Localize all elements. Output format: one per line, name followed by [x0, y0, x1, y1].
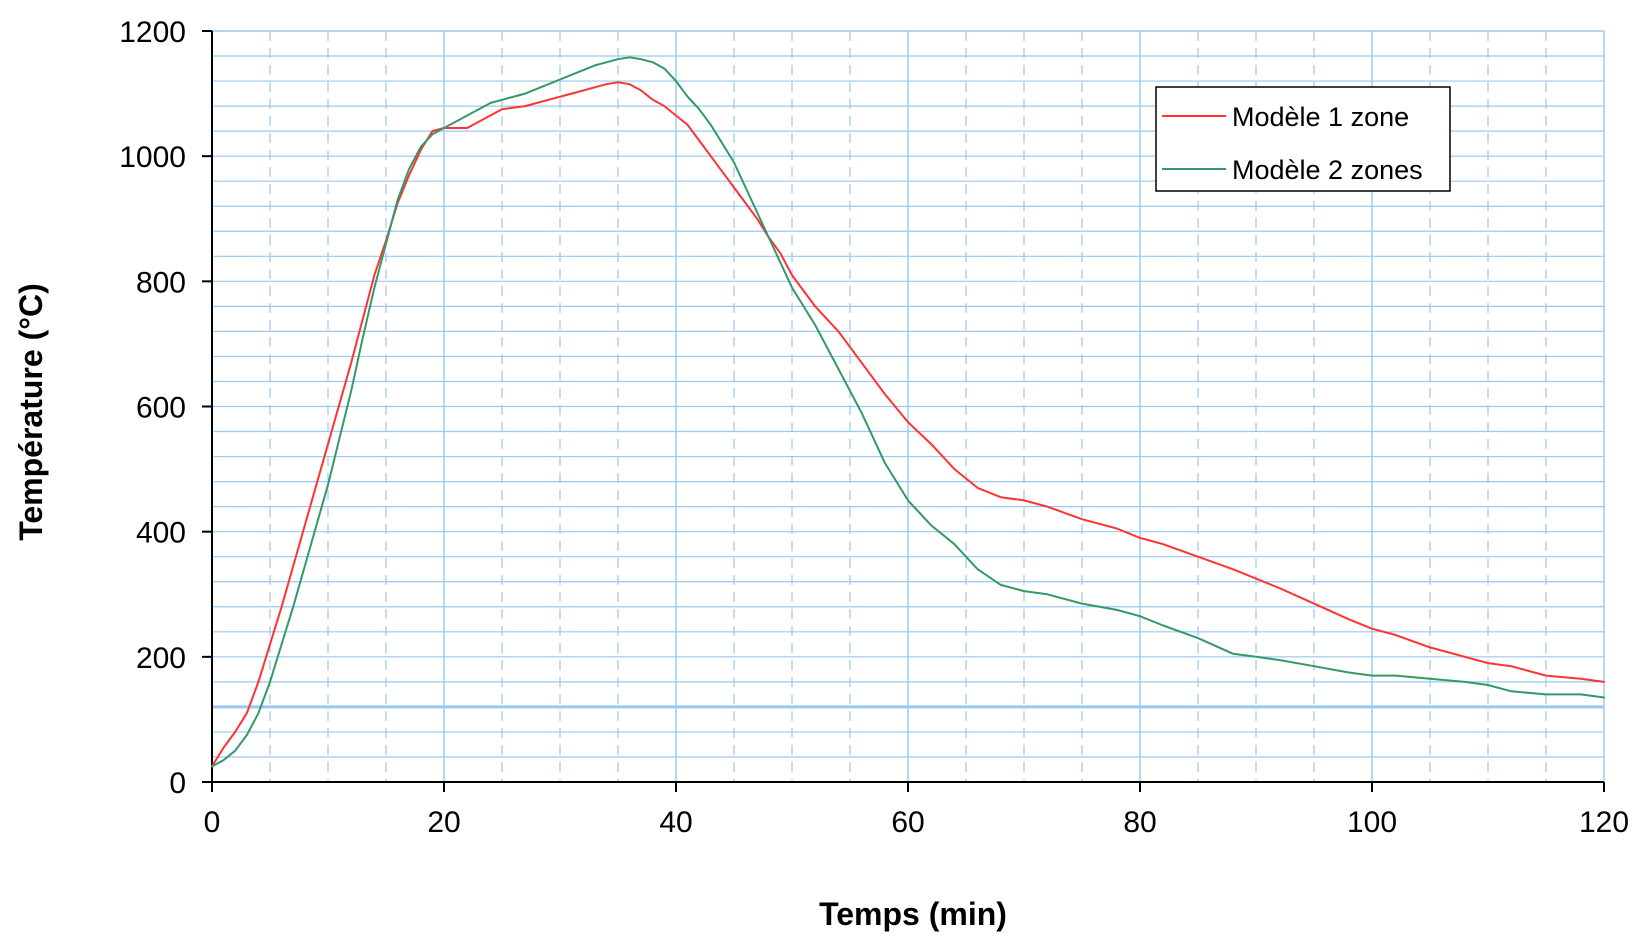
x-tick-label: 120: [1579, 806, 1629, 839]
series-line-modele-1-zone: [211, 81, 1605, 768]
axes: [202, 30, 1605, 792]
x-tick-label: 0: [204, 806, 221, 839]
y-tick-label: 200: [136, 642, 186, 675]
legend-label-modele-2-zones: Modèle 2 zones: [1232, 155, 1423, 185]
tick-labels: 0 200 400 600 800 1000 1200 0 20 40 60 80 100 120: [119, 16, 1629, 839]
series-line-modele-2-zones: [211, 56, 1605, 768]
y-axis-title: Température (°C): [13, 283, 49, 541]
y-tick-label: 1000: [119, 141, 186, 174]
y-tick-label: 800: [136, 266, 186, 299]
x-tick-label: 60: [891, 806, 924, 839]
legend-box: [1155, 86, 1451, 192]
x-tick-label: 80: [1123, 806, 1156, 839]
legend-label-modele-1-zone: Modèle 1 zone: [1232, 102, 1409, 132]
legend: Modèle 1 zone Modèle 2 zones: [1155, 86, 1451, 192]
x-tick-label: 100: [1347, 806, 1397, 839]
x-tick-label: 40: [659, 806, 692, 839]
y-tick-label: 400: [136, 517, 186, 550]
series-group: [211, 56, 1605, 768]
y-tick-label: 1200: [119, 16, 186, 49]
x-tick-label: 20: [427, 806, 460, 839]
y-tick-label: 0: [169, 767, 186, 800]
x-axis-title: Temps (min): [819, 896, 1007, 932]
y-tick-label: 600: [136, 392, 186, 425]
